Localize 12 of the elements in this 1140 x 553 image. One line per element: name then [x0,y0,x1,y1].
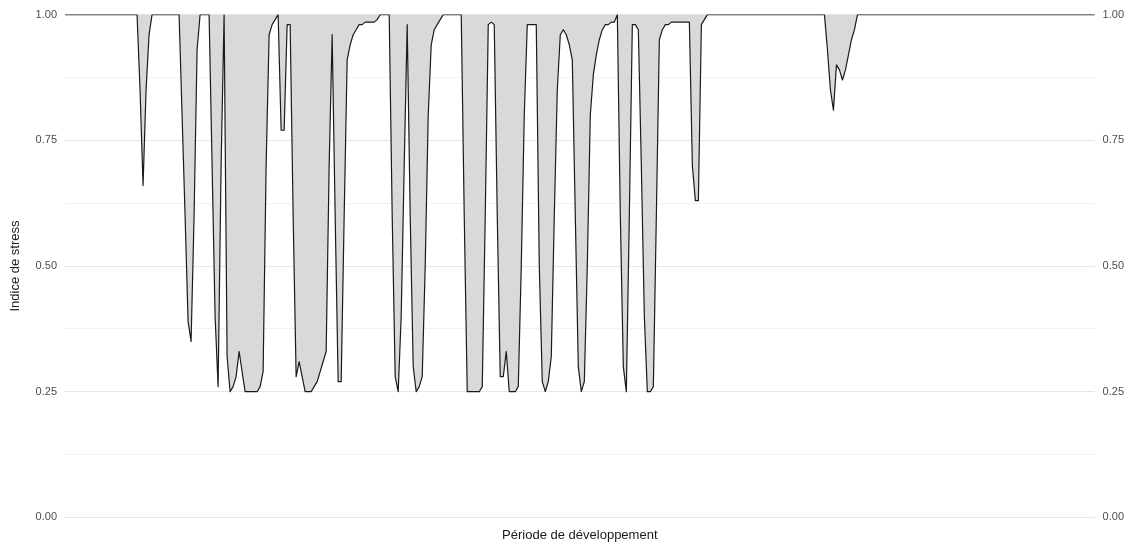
y2-tick-label: 1.00 [1102,7,1125,20]
y-tick-label: 0.50 [35,259,58,272]
y2-tick-label: 0.75 [1102,133,1125,146]
y2-tick-label: 0.50 [1102,259,1125,272]
y-axis-title: Indice de stress [7,219,23,312]
x-axis-title: Période de développement [502,526,658,542]
y-tick-label: 0.00 [35,510,58,523]
y2-tick-label: 0.25 [1102,384,1125,397]
y-tick-label: 0.25 [35,384,58,397]
y-tick-label: 1.00 [35,7,58,20]
y2-tick-label: 0.00 [1102,510,1125,523]
y-tick-label: 0.75 [35,133,58,146]
